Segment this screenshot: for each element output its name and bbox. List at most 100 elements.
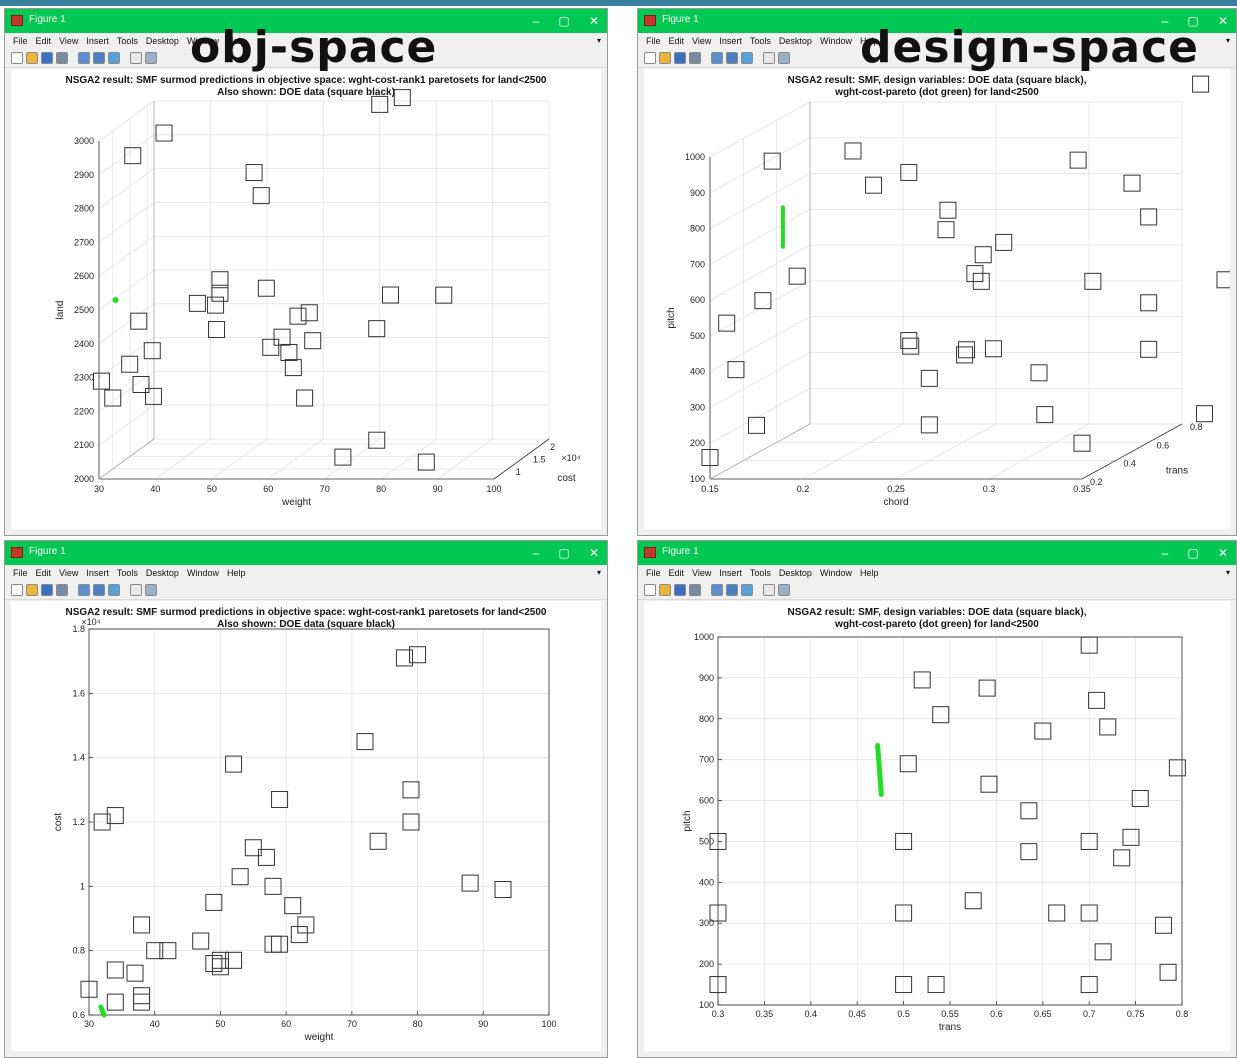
close-button[interactable]: ✕: [588, 546, 600, 560]
zoom-icon[interactable]: [78, 52, 90, 64]
menu-window[interactable]: Window: [819, 568, 852, 578]
y-tick-label: 1.8: [72, 624, 85, 634]
data-cursor-icon[interactable]: [726, 52, 738, 64]
dock-arrow-icon[interactable]: ▾: [596, 568, 601, 577]
print-icon[interactable]: [689, 52, 701, 64]
minimize-button[interactable]: –: [1161, 14, 1169, 28]
plot-tools-icon[interactable]: [778, 52, 790, 64]
plot-tools-icon[interactable]: [778, 584, 790, 596]
save-icon[interactable]: [674, 584, 686, 596]
doe-data-marker: [1159, 963, 1177, 981]
figure-window-objspace-3d[interactable]: Figure 1 – ▢ ✕ File Edit View Insert Tools Deskto…: [4, 8, 608, 536]
save-icon[interactable]: [674, 52, 686, 64]
menu-tools[interactable]: Tools: [749, 36, 771, 46]
dock-arrow-icon[interactable]: ▾: [1225, 36, 1230, 45]
title-bar[interactable]: Figure 1 – ▢ ✕: [638, 9, 1236, 33]
menu-insert[interactable]: Insert: [86, 568, 109, 578]
menu-view[interactable]: View: [692, 568, 712, 578]
dock-arrow-icon[interactable]: ▾: [596, 36, 601, 45]
close-button[interactable]: ✕: [1217, 14, 1229, 28]
menu-help[interactable]: Help: [226, 568, 246, 578]
menu-desktop[interactable]: Desktop: [778, 568, 812, 578]
menu-tools[interactable]: Tools: [749, 568, 771, 578]
pointer-icon[interactable]: [130, 584, 142, 596]
save-icon[interactable]: [41, 52, 53, 64]
plot-area[interactable]: NSGA2 result: SMF surmod predictions in …: [11, 601, 601, 1051]
new-figure-icon[interactable]: [11, 584, 23, 596]
pointer-icon[interactable]: [763, 52, 775, 64]
close-button[interactable]: ✕: [1217, 546, 1229, 560]
menu-help[interactable]: Help: [226, 36, 246, 46]
menu-help[interactable]: Help: [859, 568, 879, 578]
menu-insert[interactable]: Insert: [719, 568, 742, 578]
title-bar[interactable]: Figure 1 – ▢ ✕: [638, 541, 1236, 565]
open-file-icon[interactable]: [26, 52, 38, 64]
maximize-button[interactable]: ▢: [558, 14, 570, 28]
menu-window[interactable]: Window: [819, 36, 852, 46]
menu-insert[interactable]: Insert: [86, 36, 109, 46]
menu-edit[interactable]: Edit: [668, 36, 685, 46]
figure-window-designspace-2d[interactable]: Figure 1 – ▢ ✕ File Edit View Insert Tools Deskto…: [637, 540, 1237, 1058]
menu-help[interactable]: Help: [859, 36, 879, 46]
menu-file[interactable]: File: [646, 36, 661, 46]
open-file-icon[interactable]: [659, 52, 671, 64]
data-cursor-icon[interactable]: [726, 584, 738, 596]
plot-area[interactable]: NSGA2 result: SMF, design variables: DOE…: [644, 601, 1230, 1051]
plot-tools-icon[interactable]: [145, 52, 157, 64]
menu-file[interactable]: File: [13, 568, 28, 578]
maximize-button[interactable]: ▢: [1187, 546, 1199, 560]
zoom-icon[interactable]: [711, 52, 723, 64]
doe-data-marker: [1084, 272, 1102, 290]
menu-window[interactable]: Window: [186, 36, 219, 46]
menu-view[interactable]: View: [692, 36, 712, 46]
title-bar[interactable]: Figure 1 – ▢ ✕: [5, 9, 607, 33]
new-figure-icon[interactable]: [644, 584, 656, 596]
insert-colorbar-icon[interactable]: [108, 52, 120, 64]
figure-window-designspace-3d[interactable]: Figure 1 – ▢ ✕ File Edit View Insert Tools Deskto…: [637, 8, 1237, 536]
menu-file[interactable]: File: [13, 36, 28, 46]
menu-desktop[interactable]: Desktop: [145, 568, 179, 578]
dock-arrow-icon[interactable]: ▾: [1225, 568, 1230, 577]
menu-view[interactable]: View: [59, 36, 79, 46]
print-icon[interactable]: [56, 584, 68, 596]
menu-edit[interactable]: Edit: [668, 568, 685, 578]
open-file-icon[interactable]: [26, 584, 38, 596]
menu-desktop[interactable]: Desktop: [778, 36, 812, 46]
save-icon[interactable]: [41, 584, 53, 596]
pointer-icon[interactable]: [130, 52, 142, 64]
menu-tools[interactable]: Tools: [116, 568, 138, 578]
minimize-button[interactable]: –: [532, 14, 540, 28]
open-file-icon[interactable]: [659, 584, 671, 596]
print-icon[interactable]: [689, 584, 701, 596]
data-cursor-icon[interactable]: [93, 52, 105, 64]
close-button[interactable]: ✕: [588, 14, 600, 28]
menu-view[interactable]: View: [59, 568, 79, 578]
insert-colorbar-icon[interactable]: [741, 584, 753, 596]
menu-file[interactable]: File: [646, 568, 661, 578]
menu-insert[interactable]: Insert: [719, 36, 742, 46]
title-bar[interactable]: Figure 1 – ▢ ✕: [5, 541, 607, 565]
menu-desktop[interactable]: Desktop: [145, 36, 179, 46]
plot-area[interactable]: NSGA2 result: SMF surmod predictions in …: [11, 69, 601, 529]
pointer-icon[interactable]: [763, 584, 775, 596]
zoom-icon[interactable]: [78, 584, 90, 596]
menu-tools[interactable]: Tools: [116, 36, 138, 46]
figure-window-objspace-2d[interactable]: Figure 1 – ▢ ✕ File Edit View Insert Tools Deskto…: [4, 540, 608, 1058]
new-figure-icon[interactable]: [644, 52, 656, 64]
print-icon[interactable]: [56, 52, 68, 64]
minimize-button[interactable]: –: [532, 546, 540, 560]
maximize-button[interactable]: ▢: [1187, 14, 1199, 28]
plot-area[interactable]: NSGA2 result: SMF, design variables: DOE…: [644, 69, 1230, 529]
data-cursor-icon[interactable]: [93, 584, 105, 596]
maximize-button[interactable]: ▢: [558, 546, 570, 560]
menu-edit[interactable]: Edit: [35, 568, 52, 578]
zoom-icon[interactable]: [711, 584, 723, 596]
doe-data-marker: [369, 832, 387, 850]
insert-colorbar-icon[interactable]: [741, 52, 753, 64]
menu-edit[interactable]: Edit: [35, 36, 52, 46]
insert-colorbar-icon[interactable]: [108, 584, 120, 596]
plot-tools-icon[interactable]: [145, 584, 157, 596]
new-figure-icon[interactable]: [11, 52, 23, 64]
minimize-button[interactable]: –: [1161, 546, 1169, 560]
menu-window[interactable]: Window: [186, 568, 219, 578]
